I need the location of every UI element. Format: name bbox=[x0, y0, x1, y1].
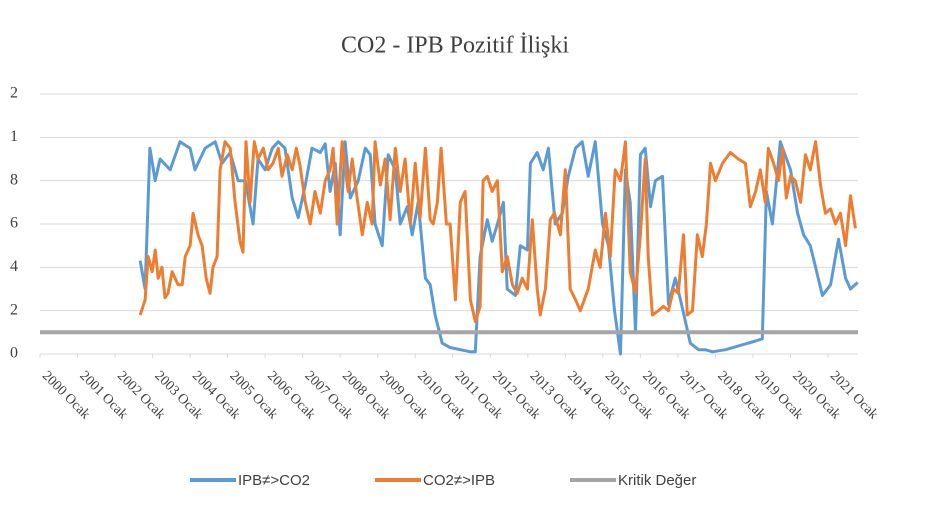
y-tick-label: 4 bbox=[10, 258, 18, 275]
line-series bbox=[138, 140, 859, 356]
chart-title: CO2 - IPB Pozitif İlişki bbox=[341, 33, 569, 59]
y-tick-label: 1 bbox=[10, 128, 18, 145]
y-tick-label: 0 bbox=[10, 345, 18, 362]
legend-label: CO2≠>IPB bbox=[423, 472, 495, 489]
y-tick-label: 2 bbox=[10, 85, 18, 102]
legend-label: Kritik Değer bbox=[618, 472, 696, 489]
legend-label: IPB≠>CO2 bbox=[238, 472, 310, 489]
y-tick-label: 2 bbox=[10, 301, 18, 318]
y-tick-label: 6 bbox=[10, 215, 18, 232]
line-series bbox=[138, 140, 857, 323]
y-tick-label: 8 bbox=[10, 171, 18, 188]
